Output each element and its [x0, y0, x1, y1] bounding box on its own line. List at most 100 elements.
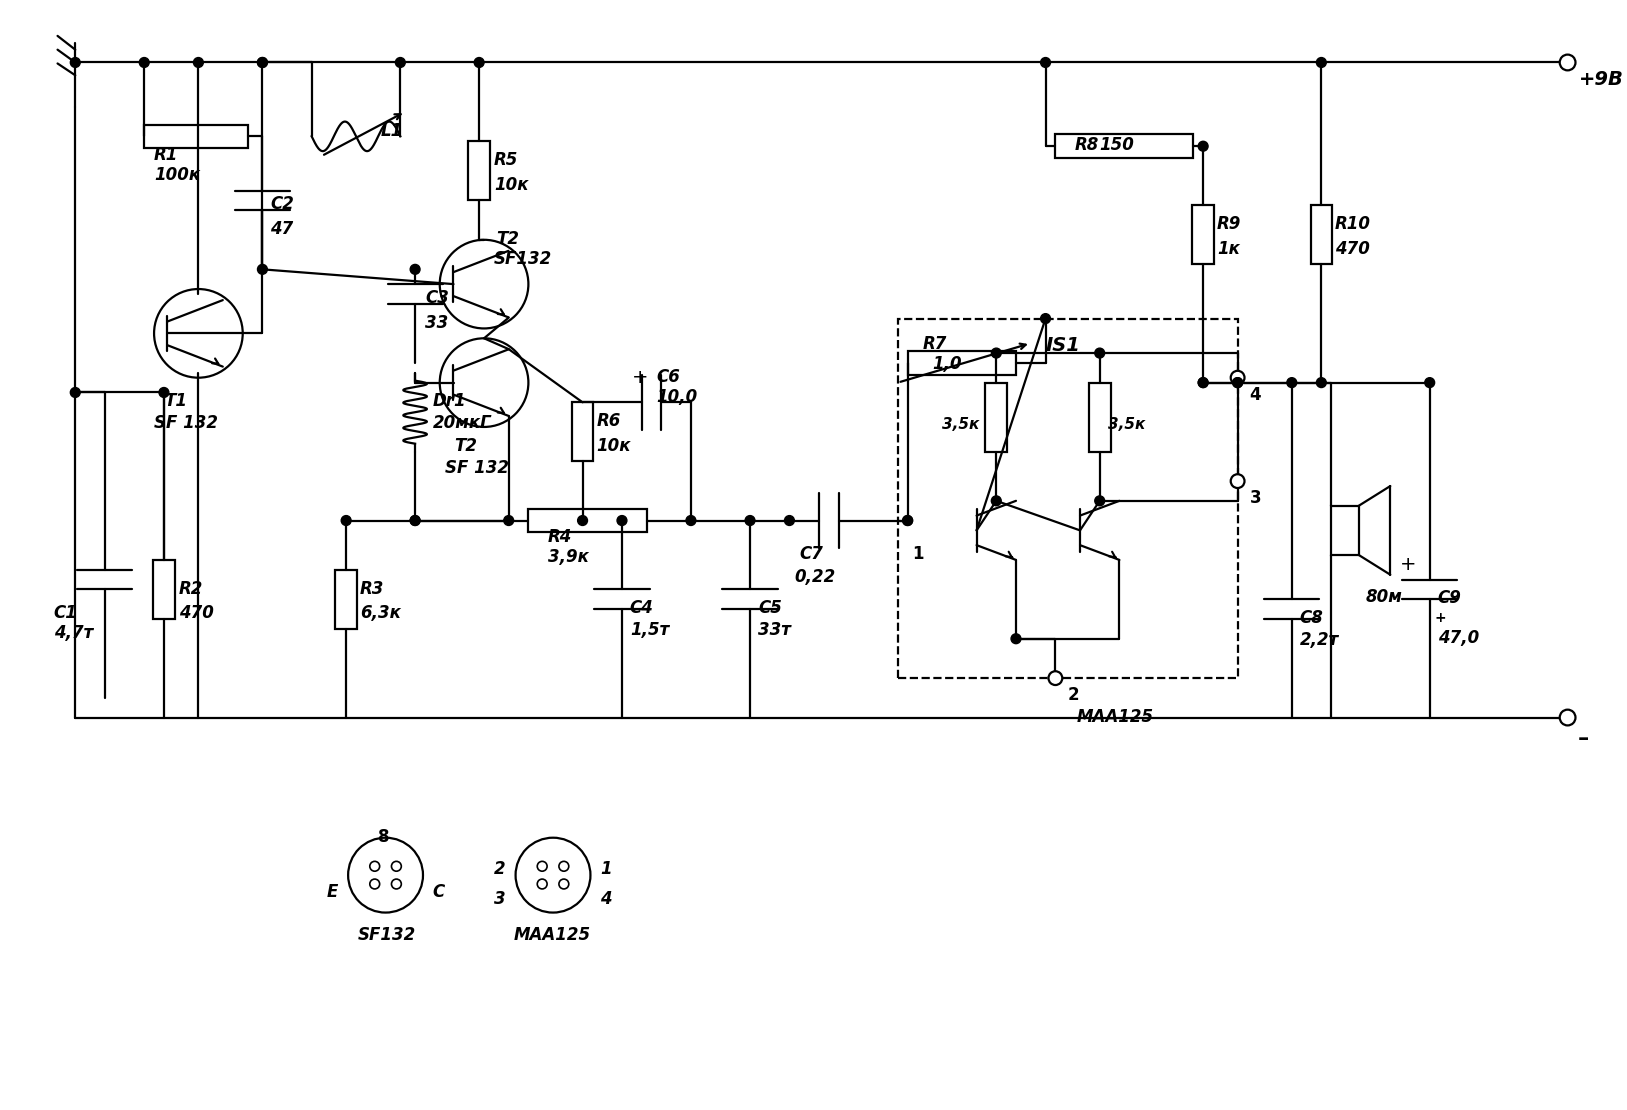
Circle shape: [1197, 141, 1209, 151]
Circle shape: [410, 516, 420, 525]
Text: R2: R2: [179, 579, 203, 597]
Bar: [1056, 134, 1193, 158]
Text: SF132: SF132: [495, 250, 552, 268]
Bar: [898, 319, 1238, 678]
Text: R5: R5: [495, 151, 519, 169]
Text: –: –: [1578, 729, 1588, 749]
Bar: [153, 559, 174, 619]
Text: T2: T2: [496, 230, 519, 248]
Circle shape: [1230, 371, 1245, 384]
Text: 10,0: 10,0: [656, 387, 698, 405]
Circle shape: [1233, 377, 1243, 387]
Text: 470: 470: [179, 604, 213, 623]
Bar: [1331, 506, 1359, 555]
Text: C8: C8: [1300, 609, 1323, 627]
Circle shape: [1041, 314, 1051, 323]
Circle shape: [159, 387, 169, 397]
Text: SF 132: SF 132: [155, 414, 218, 432]
Text: MAA125: MAA125: [514, 927, 591, 945]
Text: C6: C6: [656, 367, 680, 386]
Circle shape: [1560, 54, 1575, 70]
Text: 4: 4: [600, 890, 612, 908]
Circle shape: [257, 58, 267, 68]
Circle shape: [1041, 58, 1051, 68]
Text: 470: 470: [1336, 240, 1370, 258]
Text: C3: C3: [425, 289, 449, 307]
Circle shape: [991, 349, 1001, 359]
Text: 1,0: 1,0: [932, 355, 962, 373]
Text: 2: 2: [495, 860, 506, 878]
Text: R6: R6: [597, 412, 622, 431]
Text: 10к: 10к: [597, 437, 631, 455]
Text: R7: R7: [923, 335, 947, 353]
Bar: [469, 141, 490, 201]
Text: 2: 2: [1067, 686, 1079, 704]
Circle shape: [257, 58, 267, 68]
Circle shape: [578, 516, 587, 525]
Circle shape: [1010, 634, 1020, 644]
Text: R8: R8: [1075, 137, 1100, 154]
Text: 1к: 1к: [1217, 240, 1240, 258]
Circle shape: [342, 516, 351, 525]
Text: IS1: IS1: [1046, 336, 1080, 355]
Circle shape: [1197, 377, 1209, 387]
Text: 3,9к: 3,9к: [548, 548, 589, 566]
Text: 4: 4: [1250, 385, 1261, 404]
Circle shape: [1095, 349, 1105, 359]
Circle shape: [140, 58, 150, 68]
Text: 10к: 10к: [495, 175, 529, 194]
Circle shape: [1316, 58, 1326, 68]
Text: 100к: 100к: [155, 165, 200, 184]
Bar: [145, 124, 247, 148]
Text: C9: C9: [1438, 589, 1461, 607]
Text: 47: 47: [270, 220, 293, 238]
Text: 33т: 33т: [758, 620, 791, 639]
Circle shape: [1287, 377, 1297, 387]
Text: 1,5т: 1,5т: [630, 620, 669, 639]
Text: 6,3к: 6,3к: [360, 604, 400, 623]
Text: 3: 3: [495, 890, 506, 908]
Bar: [529, 508, 646, 533]
Text: SF132: SF132: [358, 927, 417, 945]
Text: 2,2т: 2,2т: [1300, 630, 1339, 649]
Circle shape: [1230, 474, 1245, 488]
Text: 1: 1: [600, 860, 612, 878]
Text: MAA125: MAA125: [1077, 708, 1154, 726]
Bar: [1088, 383, 1111, 452]
Text: 3: 3: [1250, 490, 1261, 507]
Text: Dr1: Dr1: [433, 393, 467, 411]
Circle shape: [1233, 377, 1243, 387]
Circle shape: [410, 516, 420, 525]
Circle shape: [991, 496, 1001, 506]
Text: +: +: [631, 367, 648, 387]
Circle shape: [473, 58, 485, 68]
Bar: [335, 569, 356, 629]
Text: C: C: [433, 884, 446, 901]
Circle shape: [1560, 709, 1575, 726]
Circle shape: [1316, 377, 1326, 387]
Text: E: E: [327, 884, 338, 901]
Bar: [986, 383, 1007, 452]
Circle shape: [410, 264, 420, 274]
Text: R1: R1: [155, 147, 179, 164]
Text: C4: C4: [630, 599, 654, 617]
Text: 80м: 80м: [1365, 587, 1402, 606]
Text: 33: 33: [425, 314, 447, 332]
Text: +: +: [1401, 555, 1417, 574]
Text: R10: R10: [1336, 215, 1372, 233]
Circle shape: [257, 264, 267, 274]
Text: R9: R9: [1217, 215, 1241, 233]
Circle shape: [903, 516, 913, 525]
Bar: [1310, 205, 1333, 264]
Text: +: +: [1435, 612, 1446, 625]
Text: SF 132: SF 132: [444, 460, 509, 477]
Text: R3: R3: [360, 579, 384, 597]
Circle shape: [617, 516, 626, 525]
Circle shape: [784, 516, 794, 525]
Text: C5: C5: [758, 599, 783, 617]
Text: 0,22: 0,22: [794, 568, 836, 586]
Circle shape: [745, 516, 755, 525]
Text: T1: T1: [164, 393, 187, 411]
Text: +9В: +9В: [1580, 70, 1624, 90]
Circle shape: [1197, 377, 1209, 387]
